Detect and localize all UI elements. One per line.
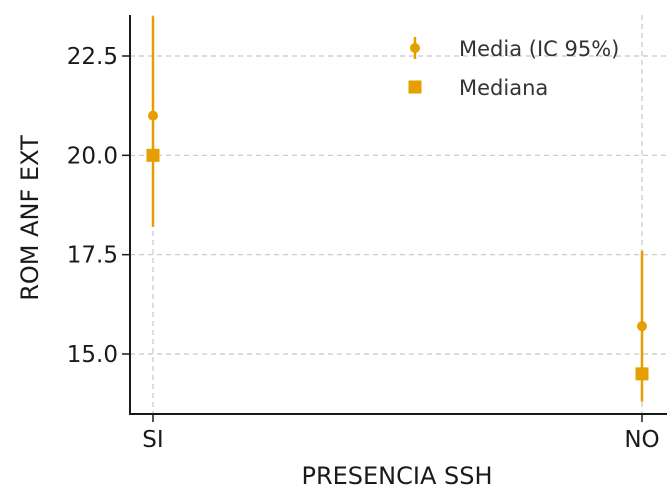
mean-point (148, 110, 158, 121)
grid-layer (130, 15, 667, 414)
data-layer (146, 16, 649, 402)
median-point (635, 367, 649, 381)
legend: Media (IC 95%) Mediana (408, 37, 619, 100)
y-tick-label: 22.5 (67, 44, 118, 70)
legend-median-icon (408, 80, 422, 94)
y-axis-label: ROM ANF EXT (16, 135, 44, 301)
y-tick-label: 20.0 (67, 143, 118, 169)
y-tick-label: 15.0 (67, 342, 118, 368)
x-tick-label: SI (142, 427, 163, 453)
tick-layer: 15.0 17.5 20.0 22.5 SI NO (67, 44, 660, 453)
axis-layer (129, 15, 667, 415)
x-axis-label: PRESENCIA SSH (301, 462, 492, 487)
legend-label-median: Mediana (459, 76, 548, 100)
mean-point (637, 321, 647, 332)
y-tick-label: 17.5 (67, 243, 118, 269)
x-tick-label: NO (624, 427, 659, 453)
legend-label-mean: Media (IC 95%) (459, 37, 619, 61)
legend-mean-icon (410, 43, 420, 53)
median-point (146, 148, 160, 162)
